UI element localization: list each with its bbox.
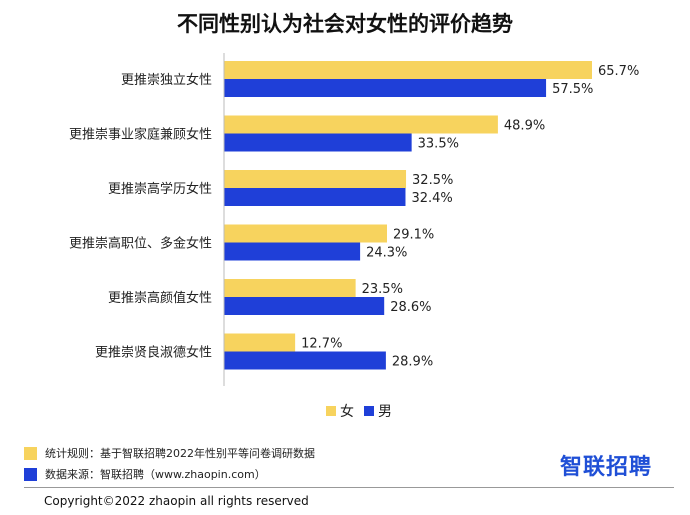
footer-note-rule: 统计规则：基于智联招聘2022年性别平等问卷调研数据 — [24, 445, 315, 461]
bar-male — [224, 188, 406, 206]
bar-female — [224, 279, 356, 297]
data-label-male: 33.5% — [418, 137, 459, 152]
data-label-female: 29.1% — [393, 228, 434, 243]
data-label-male: 24.3% — [366, 246, 407, 261]
bar-male — [224, 79, 547, 97]
chart-title: 不同性别认为社会对女性的评价趋势 — [177, 12, 513, 36]
bar-female — [224, 333, 296, 352]
bar-chart: 更推崇独立女性 65.7% 57.5% 更推崇事业家庭兼顾女性 48.9% 33.5% 更推… — [69, 53, 639, 386]
footer-note-source: 数据来源：智联招聘（www.zhaopin.com） — [24, 466, 266, 482]
data-label-female: 48.9% — [504, 119, 545, 134]
data-label-female: 32.5% — [412, 173, 453, 188]
category-label: 更推崇事业家庭兼顾女性 — [69, 127, 212, 143]
data-label-female: 65.7% — [598, 64, 639, 79]
legend-swatch-male — [364, 406, 374, 416]
data-label-male: 28.6% — [390, 300, 431, 315]
data-label-male: 57.5% — [552, 82, 593, 97]
note-source-square — [24, 467, 37, 481]
legend-swatch-female — [326, 406, 336, 416]
bar-male — [224, 297, 385, 315]
legend-item-male: 男 — [364, 401, 392, 421]
bar-female — [224, 170, 407, 188]
data-label-male: 32.4% — [411, 191, 452, 206]
data-label-female: 12.7% — [301, 337, 342, 352]
copyright-text: Copyright©2022 zhaopin all rights reserv… — [44, 494, 309, 508]
legend-label-female: 女 — [340, 404, 354, 420]
data-label-male: 28.9% — [392, 355, 433, 370]
bar-female — [224, 61, 592, 79]
footer-divider — [24, 487, 674, 488]
category-label: 更推崇贤良淑德女性 — [95, 345, 212, 361]
bar-male — [224, 133, 412, 152]
bar-male — [224, 242, 361, 261]
bar-female — [224, 224, 387, 243]
category-label: 更推崇高学历女性 — [108, 181, 212, 197]
data-label-female: 23.5% — [362, 282, 403, 297]
chart-legend: 女 男 — [326, 401, 402, 421]
bar-female — [224, 115, 498, 134]
bar-male — [224, 351, 386, 370]
brand-logo: 智联招聘 — [560, 455, 653, 480]
category-label: 更推崇独立女性 — [121, 72, 212, 88]
category-label: 更推崇高颜值女性 — [108, 290, 212, 306]
note-rule-text: 统计规则：基于智联招聘2022年性别平等问卷调研数据 — [45, 447, 315, 460]
legend-label-male: 男 — [378, 404, 392, 420]
note-source-text: 数据来源：智联招聘（www.zhaopin.com） — [45, 468, 266, 481]
category-label: 更推崇高职位、多金女性 — [69, 236, 212, 252]
note-rule-square — [24, 446, 37, 460]
legend-item-female: 女 — [326, 401, 354, 421]
